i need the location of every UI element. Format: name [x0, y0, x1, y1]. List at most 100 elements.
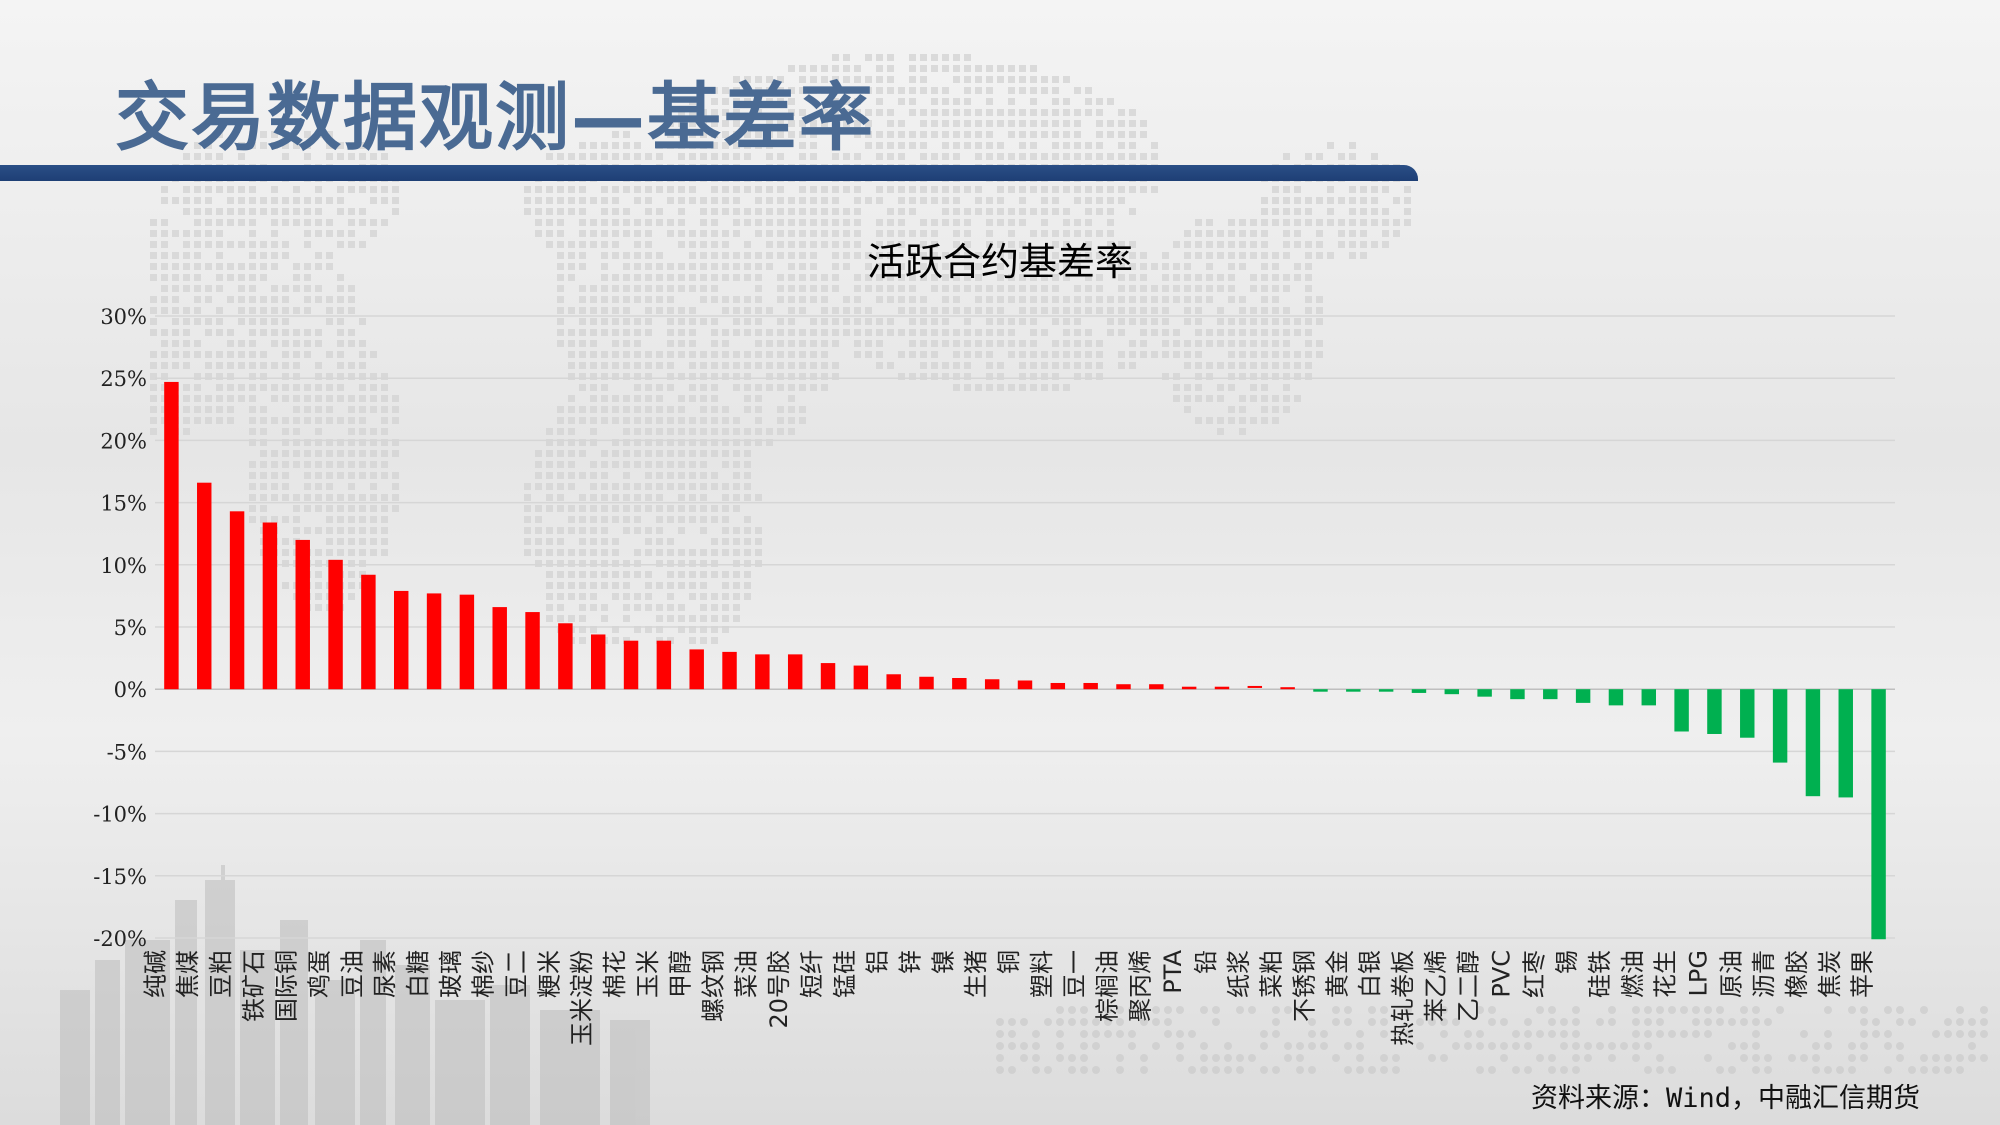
x-tick-label: 菜油	[732, 950, 760, 998]
bar	[1477, 689, 1492, 697]
bar	[1214, 686, 1230, 690]
svg-text:玉米淀粉: 玉米淀粉	[568, 950, 596, 1046]
svg-text:LPG: LPG	[1684, 950, 1712, 996]
x-tick-label: 菜粕	[1258, 950, 1286, 998]
svg-text:玉米: 玉米	[634, 950, 662, 998]
x-tick-label: 棕榈油	[1093, 950, 1121, 1022]
svg-text:尿素: 尿素	[371, 950, 399, 998]
x-tick-label: 不锈钢	[1290, 950, 1318, 1022]
x-tick-label: 乙二醇	[1455, 950, 1483, 1022]
bar	[1772, 689, 1788, 763]
bar	[295, 539, 310, 690]
x-tick-label: 焦煤	[174, 950, 202, 998]
svg-text:国际铜: 国际铜	[273, 950, 301, 1022]
svg-text:豆油: 豆油	[338, 950, 366, 998]
svg-text:短纤: 短纤	[798, 950, 826, 998]
x-tick-label: 铜	[995, 950, 1023, 974]
y-tick-label: 20%	[100, 429, 147, 453]
bar	[722, 651, 737, 690]
gridlines	[155, 315, 1895, 939]
svg-text:铜: 铜	[995, 950, 1023, 974]
bar	[459, 594, 475, 690]
bar	[820, 663, 836, 690]
x-tick-label: 铁矿石	[240, 950, 268, 1022]
x-tick-label: 铝	[864, 950, 892, 974]
x-tick-label: 玉米淀粉	[568, 950, 596, 1046]
svg-text:原油: 原油	[1717, 950, 1745, 998]
svg-text:不锈钢: 不锈钢	[1290, 950, 1318, 1022]
svg-text:螺纹钢: 螺纹钢	[700, 950, 728, 1022]
bar	[1247, 685, 1263, 688]
x-tick-label: 豆粕	[207, 950, 235, 998]
x-tick-label: 甲醇	[667, 950, 695, 998]
x-tick-label: 豆油	[338, 950, 366, 998]
bar	[361, 574, 376, 690]
bar	[1116, 684, 1131, 690]
bar	[919, 676, 934, 690]
svg-text:鸡蛋: 鸡蛋	[306, 950, 334, 998]
x-tick-label: 苯乙烯	[1422, 950, 1450, 1022]
bar	[492, 607, 507, 690]
y-tick-label: 0%	[114, 678, 147, 702]
bar	[590, 634, 606, 690]
x-tick-label: 玻璃	[437, 950, 465, 998]
bars	[164, 381, 1886, 940]
x-tick-label: 尿素	[371, 950, 399, 998]
x-tick-label: 镍	[929, 950, 957, 974]
svg-text:白银: 白银	[1356, 950, 1384, 998]
x-tick-label: 短纤	[798, 950, 826, 998]
svg-text:铁矿石: 铁矿石	[240, 950, 268, 1022]
x-tick-label: 20号胶	[765, 950, 793, 1029]
bar	[984, 679, 1000, 690]
svg-text:粳米: 粳米	[535, 950, 563, 998]
bar	[1444, 689, 1460, 695]
bar	[1346, 689, 1361, 692]
bar	[1641, 689, 1656, 706]
svg-text:硅铁: 硅铁	[1586, 950, 1614, 998]
bar	[755, 654, 770, 690]
svg-text:聚丙烯: 聚丙烯	[1126, 950, 1154, 1022]
bar	[1050, 682, 1066, 690]
svg-text:生猪: 生猪	[962, 950, 990, 998]
bar	[952, 678, 967, 690]
x-tick-label: 锌	[897, 950, 925, 974]
bar	[656, 640, 672, 690]
x-tick-label: 玉米	[634, 950, 662, 998]
x-tick-label: 纯碱	[141, 950, 169, 998]
svg-text:菜粕: 菜粕	[1258, 950, 1286, 998]
x-tick-label: 锰硅	[831, 950, 859, 998]
bar	[689, 649, 704, 690]
bar	[787, 654, 803, 690]
svg-text:苹果: 苹果	[1849, 950, 1877, 998]
bar	[262, 522, 278, 690]
svg-text:豆一: 豆一	[1061, 950, 1089, 998]
bar	[558, 623, 573, 690]
x-tick-label: 橡胶	[1783, 950, 1811, 998]
x-tick-label: 豆一	[1061, 950, 1089, 998]
x-tick-label: 塑料	[1028, 950, 1056, 998]
bar	[1707, 689, 1722, 734]
x-tick-label: 国际铜	[273, 950, 301, 1022]
bar	[1017, 680, 1033, 690]
svg-text:20号胶: 20号胶	[765, 950, 793, 1029]
x-tick-label: PTA	[1159, 949, 1187, 993]
x-tick-label: 热轧卷板	[1389, 950, 1417, 1046]
svg-text:菜油: 菜油	[732, 950, 760, 998]
svg-text:玻璃: 玻璃	[437, 950, 465, 998]
x-tick-label: 燃油	[1619, 950, 1647, 998]
x-tick-label: 白糖	[404, 950, 432, 998]
y-tick-label: 5%	[114, 616, 147, 640]
x-tick-label: 棉纱	[470, 950, 498, 998]
x-tick-label: 黄金	[1323, 950, 1351, 998]
bar	[197, 482, 212, 690]
y-axis-ticks: 30% 25% 20% 15% 10% 5% 0% -5% -10% -15% -20%	[93, 305, 147, 951]
x-tick-label: 粳米	[535, 950, 563, 998]
x-tick-label: 棉花	[601, 950, 629, 998]
svg-text:棕榈油: 棕榈油	[1093, 950, 1121, 1022]
x-tick-label: PVC	[1487, 950, 1515, 998]
svg-text:苯乙烯: 苯乙烯	[1422, 950, 1450, 1022]
svg-text:沥青: 沥青	[1750, 950, 1778, 998]
source-note: 资料来源：Wind，中融汇信期货	[1530, 1083, 1920, 1114]
svg-text:白糖: 白糖	[404, 950, 432, 998]
x-tick-label: 花生	[1652, 950, 1680, 998]
